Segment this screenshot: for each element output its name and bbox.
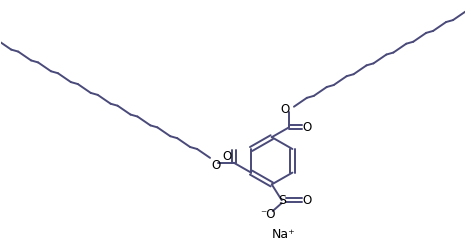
- Text: ⁻O: ⁻O: [260, 208, 275, 222]
- Text: O: O: [281, 103, 290, 116]
- Text: O: O: [302, 194, 311, 207]
- Text: O: O: [222, 150, 232, 163]
- Text: O: O: [302, 121, 311, 134]
- Text: Na⁺: Na⁺: [272, 228, 295, 241]
- Text: S: S: [278, 194, 286, 207]
- Text: O: O: [212, 159, 220, 172]
